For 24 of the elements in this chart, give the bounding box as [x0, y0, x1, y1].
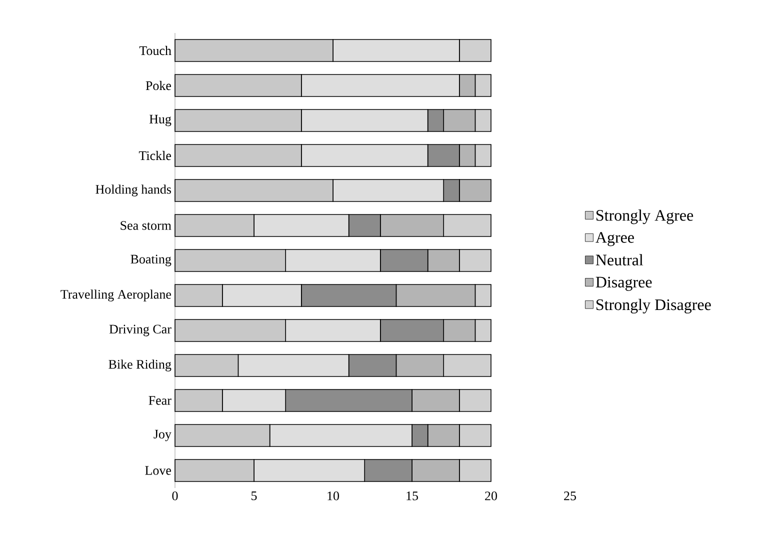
y-tick-label: Holding hands — [96, 184, 172, 196]
y-tick-label: Bike Riding — [108, 360, 172, 372]
y-tick-label: Tickle — [138, 150, 172, 160]
x-tick-label: 5 — [252, 492, 257, 500]
y-tick-label: Love — [145, 466, 172, 475]
legend-label: Strongly Agree — [596, 210, 694, 224]
legend-label: Disagree — [596, 276, 652, 291]
x-tick-label: 0 — [172, 492, 178, 500]
y-tick-label: Fear — [148, 396, 172, 405]
legend-label: Strongly Disagree — [596, 298, 711, 314]
y-tick-label: Boating — [130, 254, 172, 266]
y-tick-label: Travelling Aeroplane — [60, 290, 172, 302]
y-tick-label: Hug — [149, 114, 172, 126]
y-tick-label: Driving Car — [109, 324, 172, 336]
y-tick-label: Joy — [154, 430, 172, 442]
x-tick-label: 15 — [406, 492, 418, 500]
x-tick-label: 10 — [328, 492, 340, 500]
x-tick-label: 20 — [485, 492, 498, 500]
legend-label: Neutral — [596, 254, 644, 266]
y-tick-label: Touch — [139, 46, 172, 56]
x-tick-label: 25 — [564, 492, 576, 500]
y-tick-label: Sea storm — [120, 221, 172, 230]
y-tick-label: Poke — [146, 80, 172, 90]
legend-label: Agree — [596, 232, 634, 246]
